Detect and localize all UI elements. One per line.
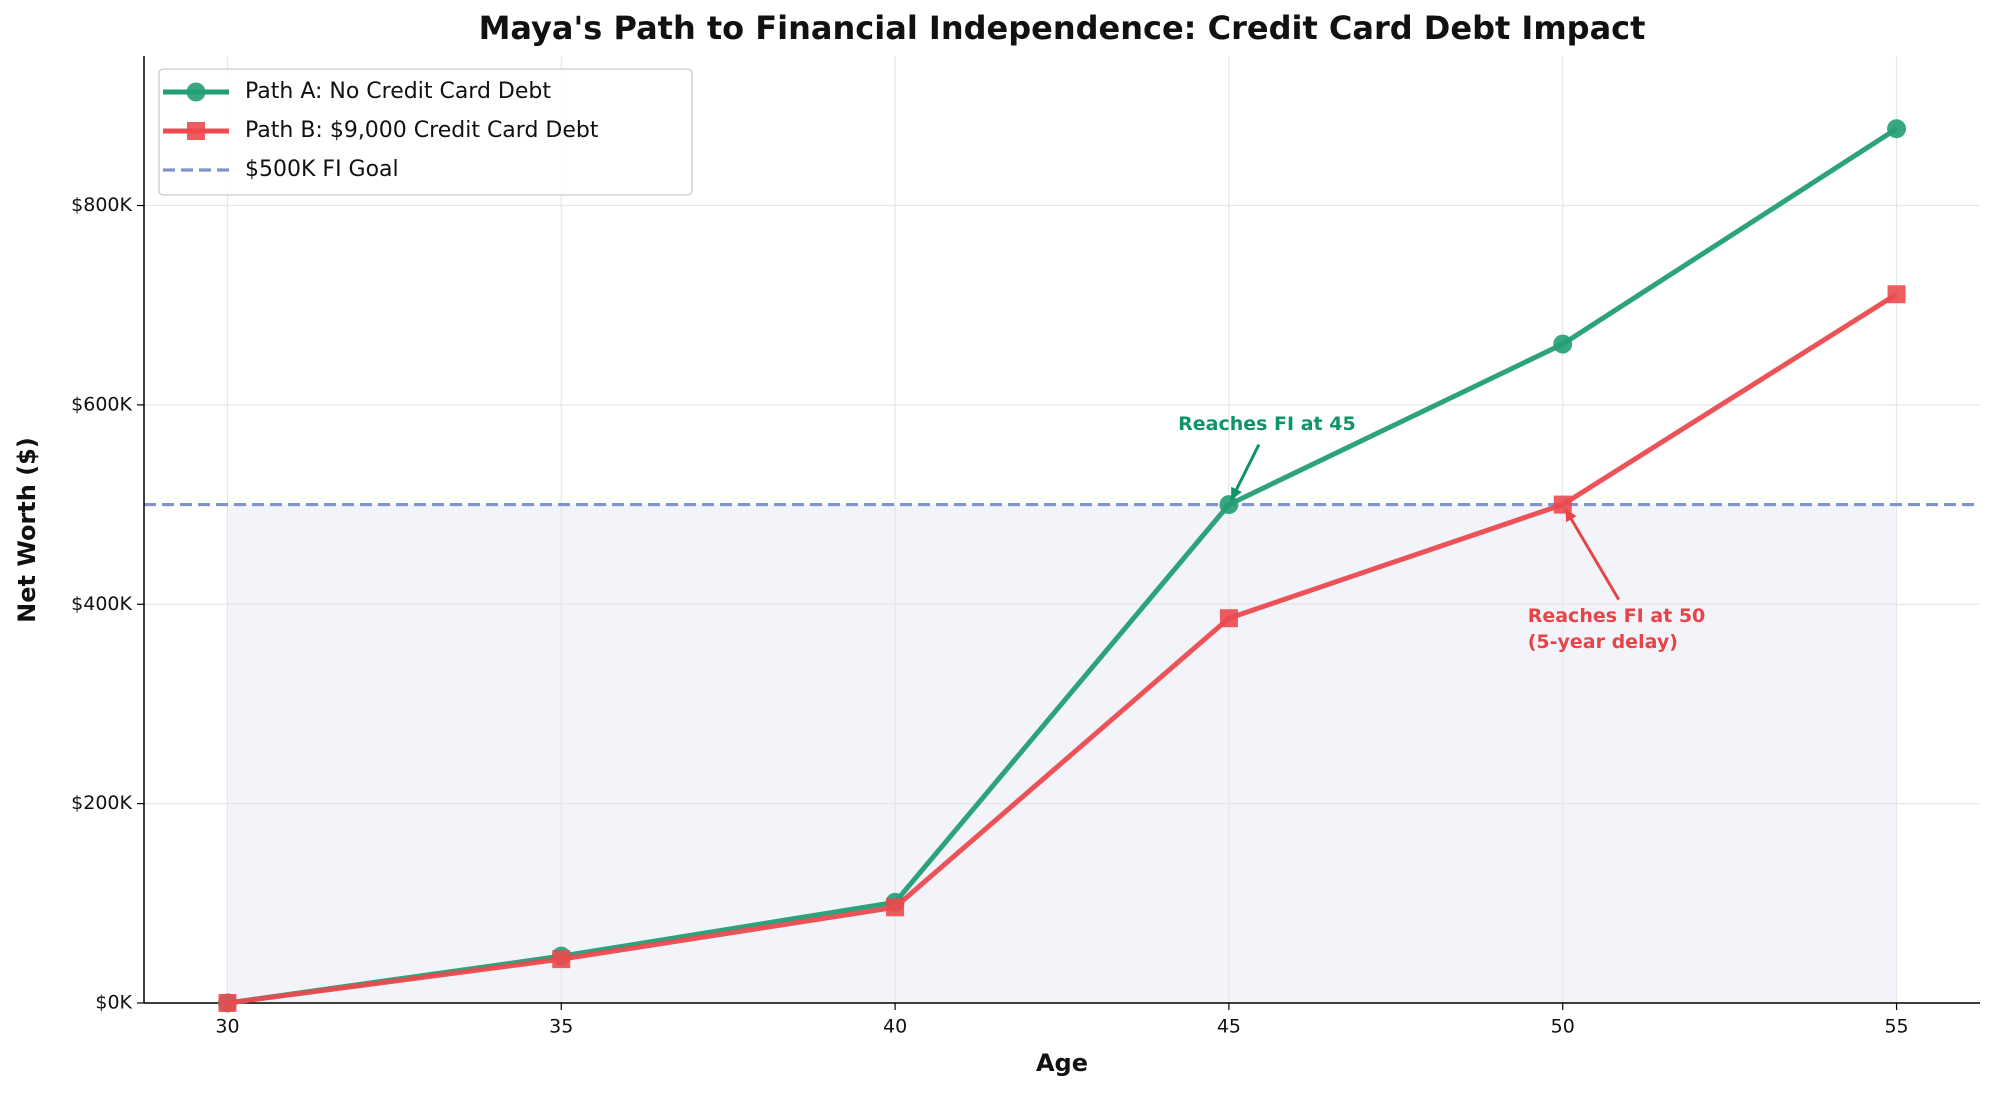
x-tick-label: 30 [215, 1016, 239, 1038]
annotation-arrowhead [1231, 486, 1242, 501]
data-point [886, 898, 905, 917]
legend-box [158, 68, 693, 196]
x-tick-label: 40 [883, 1016, 907, 1038]
annotation-text: Reaches FI at 45 [1178, 413, 1356, 435]
data-point [1219, 495, 1239, 515]
legend-label: Path A: No Credit Card Debt [245, 79, 551, 104]
x-tick-label: 50 [1551, 1016, 1575, 1038]
x-tick-label: 55 [1884, 1016, 1908, 1038]
data-point [1553, 495, 1572, 514]
chart-title: Maya's Path to Financial Independence: C… [479, 9, 1646, 47]
y-tick-label: $200K [71, 792, 132, 814]
x-axis-label: Age [1036, 1049, 1088, 1077]
legend-marker [186, 82, 206, 102]
legend: Path A: No Credit Card Debt Path B: $9,00… [158, 68, 693, 196]
data-point [1887, 285, 1906, 304]
annotation-text: (5-year delay) [1528, 631, 1678, 653]
annotation-arrowhead [1565, 508, 1577, 523]
legend-marker [187, 122, 205, 140]
x-tick-label: 45 [1217, 1016, 1241, 1038]
annotation-arrow [1563, 508, 1621, 601]
data-point [1553, 334, 1573, 354]
annotation-text: Reaches FI at 50 [1528, 605, 1706, 627]
y-tick-label: $600K [71, 393, 132, 415]
data-point [218, 994, 237, 1012]
y-tick-label: $400K [71, 593, 132, 615]
goal-region [227, 504, 1897, 1003]
data-point [552, 950, 571, 969]
data-point [1887, 119, 1907, 139]
y-tick-label: $800K [71, 194, 132, 216]
legend-label: $500K FI Goal [245, 157, 399, 182]
y-tick-label: $0K [95, 992, 132, 1014]
y-axis-label: Net Worth ($) [13, 437, 41, 623]
legend-label: Path B: $9,000 Credit Card Debt [245, 118, 599, 143]
series-line [227, 292, 1898, 1006]
data-point [1219, 609, 1238, 628]
x-tick-label: 35 [549, 1016, 573, 1038]
